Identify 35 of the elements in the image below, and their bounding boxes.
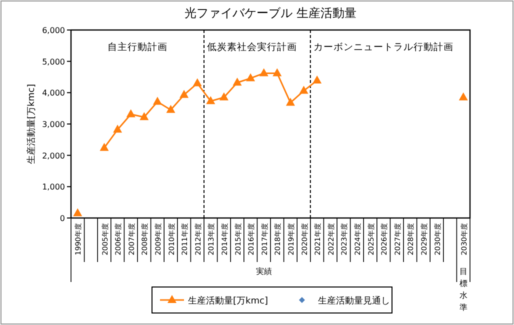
point — [113, 124, 122, 133]
point — [312, 75, 322, 84]
point — [100, 142, 109, 151]
chart-title: 光ファイバケーブル 生産活動量 — [184, 6, 356, 20]
point — [126, 109, 136, 118]
point — [206, 96, 216, 104]
y-axis-title: 生産活動量[万kmc] — [26, 84, 37, 164]
point — [192, 78, 202, 86]
legend-label: 生産活動量[万kmc] — [188, 296, 268, 306]
annotation: カーボンニュートラル行動計画 — [313, 41, 454, 53]
y-tick-label: 3,000 — [42, 120, 65, 129]
point — [140, 112, 149, 120]
point — [246, 73, 256, 82]
y-tick-label: 4,000 — [42, 88, 65, 98]
y-tick-label: 5,000 — [42, 57, 65, 66]
annotation: 低炭素社会実行計画 — [207, 41, 297, 53]
point — [272, 68, 282, 76]
point — [259, 68, 268, 76]
legend-label: 生産活動量見通し — [318, 296, 390, 306]
y-tick-label: 6,000 — [42, 26, 65, 35]
point — [299, 86, 308, 94]
point — [232, 78, 242, 86]
y-tick-label: 1,000 — [42, 182, 65, 192]
text: 実績 — [256, 267, 272, 276]
point — [180, 90, 189, 98]
text: 目標水準 — [459, 267, 468, 312]
point — [166, 104, 176, 113]
y-tick-label: 2,000 — [42, 151, 65, 160]
point — [286, 98, 295, 106]
point — [219, 92, 228, 100]
point — [152, 96, 162, 105]
annotation: 自主行動計画 — [108, 41, 168, 53]
point — [73, 208, 82, 216]
y-tick-label: 0 — [60, 214, 65, 223]
point — [458, 92, 468, 100]
